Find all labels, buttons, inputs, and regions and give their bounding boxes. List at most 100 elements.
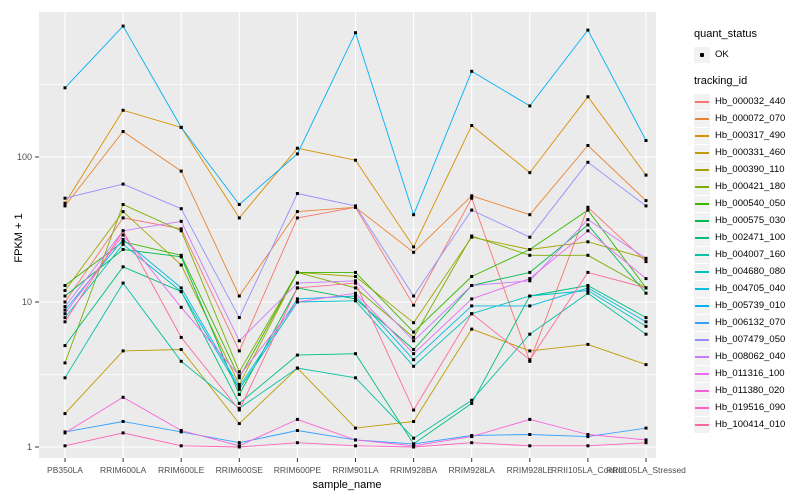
legend-key-box <box>694 46 710 63</box>
data-point <box>644 291 648 295</box>
data-point <box>528 104 532 108</box>
data-point <box>237 294 241 298</box>
legend-key-box <box>694 110 710 127</box>
legend-color-line-icon <box>695 134 709 137</box>
data-point <box>121 420 125 423</box>
data-point <box>237 370 241 374</box>
data-point <box>644 286 648 290</box>
legend-key-box <box>694 314 710 331</box>
legend-key-box <box>694 399 710 416</box>
data-point <box>586 144 590 147</box>
data-point <box>63 300 67 304</box>
data-point <box>412 442 416 446</box>
data-point <box>412 294 416 298</box>
data-point <box>644 260 648 264</box>
data-point <box>470 284 474 287</box>
data-point <box>354 444 357 448</box>
data-point <box>470 124 474 127</box>
data-point <box>354 31 357 35</box>
data-point <box>412 303 416 307</box>
data-point <box>528 171 532 175</box>
data-point <box>412 420 416 423</box>
legend-color-line-icon <box>695 338 709 341</box>
data-point <box>237 422 241 426</box>
data-point <box>470 194 474 198</box>
data-point <box>586 208 590 212</box>
data-point <box>528 444 532 448</box>
data-point <box>121 238 125 241</box>
data-point <box>121 265 125 269</box>
data-point <box>179 429 183 432</box>
data-point <box>528 277 532 281</box>
legend-color-line-icon <box>695 168 709 171</box>
data-point <box>586 270 590 274</box>
legend-key-box <box>694 365 710 382</box>
data-point <box>121 233 125 237</box>
data-point <box>354 204 357 208</box>
data-point <box>295 146 299 150</box>
legend-key-box <box>694 263 710 280</box>
data-point <box>121 130 125 133</box>
data-point <box>63 316 67 320</box>
data-point <box>354 275 357 278</box>
legend-item-Hb_000540_050: Hb_000540_050 <box>694 195 798 212</box>
data-point <box>586 253 590 257</box>
data-point <box>644 173 648 177</box>
legend-item-label: OK <box>715 49 729 60</box>
legend-color-line-icon <box>695 321 709 324</box>
data-point <box>470 441 474 445</box>
data-point <box>528 270 532 274</box>
data-point <box>354 286 357 290</box>
data-point <box>237 376 241 380</box>
legend-item-label: Hb_008062_040 <box>715 351 786 362</box>
legend-item-label: Hb_006132_070 <box>715 317 786 328</box>
data-point <box>121 216 125 220</box>
legend-key-box <box>694 93 710 110</box>
data-point <box>470 304 474 308</box>
x-tick-label: RRIM600SE <box>216 465 264 475</box>
legend-item-Hb_004705_040: Hb_004705_040 <box>694 280 798 297</box>
data-point <box>470 196 474 200</box>
legend-item-label: Hb_011316_100 <box>715 368 785 379</box>
legend-item-Hb_000390_110: Hb_000390_110 <box>694 161 798 178</box>
legend-color-line-icon <box>695 117 709 120</box>
data-point <box>63 86 67 90</box>
data-point <box>295 216 299 220</box>
data-point <box>63 201 67 205</box>
legend-key-box <box>694 348 710 365</box>
data-point <box>295 281 299 285</box>
data-point <box>121 242 125 246</box>
legend-item-Hb_000575_030: Hb_000575_030 <box>694 212 798 229</box>
data-point <box>586 218 590 222</box>
data-point <box>237 339 241 343</box>
data-point <box>354 297 357 301</box>
y-tick-label: 1 <box>27 442 32 452</box>
data-point <box>586 240 590 244</box>
data-point <box>528 248 532 251</box>
legend-item-label: Hb_000072_070 <box>715 113 786 124</box>
legend-item-label: Hb_000032_440 <box>715 96 786 107</box>
legend-color-line-icon <box>695 270 709 273</box>
data-point <box>63 294 67 298</box>
data-point <box>470 275 474 278</box>
legend-tracking-id-title: tracking_id <box>694 75 748 87</box>
legend-color-line-icon <box>695 355 709 358</box>
legend-color-line-icon <box>695 423 709 426</box>
data-point <box>121 24 125 28</box>
data-point <box>63 444 67 448</box>
x-tick-label: RRIM928BA <box>390 465 438 475</box>
data-point <box>121 248 125 251</box>
data-point <box>412 445 416 449</box>
data-point <box>470 312 474 316</box>
legend-item-Hb_000032_440: Hb_000032_440 <box>694 93 798 110</box>
data-point <box>295 286 299 290</box>
legend-key-box <box>694 178 710 195</box>
data-point <box>237 385 241 389</box>
data-point <box>354 299 357 303</box>
data-point <box>63 284 67 287</box>
data-point <box>237 445 241 449</box>
legend-color-line-icon <box>695 406 709 409</box>
legend-item-Hb_004680_080: Hb_004680_080 <box>694 263 798 280</box>
legend-color-line-icon <box>695 202 709 205</box>
